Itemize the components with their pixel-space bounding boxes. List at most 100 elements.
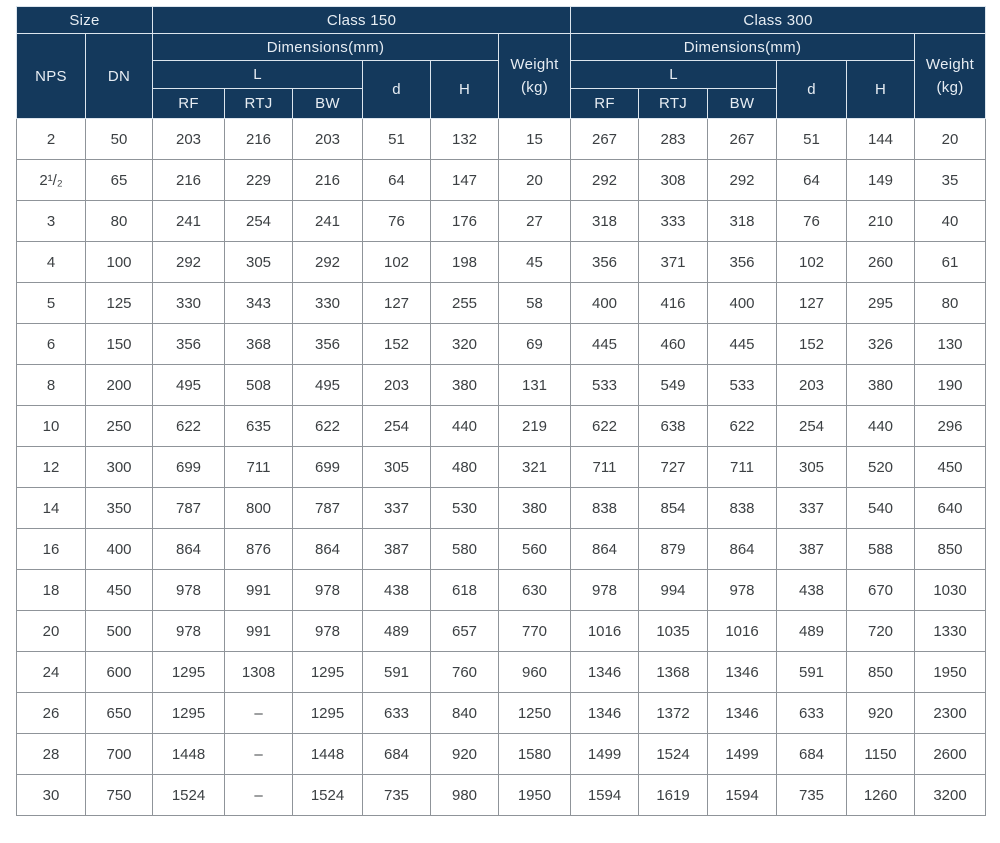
cell-c300-rf: 445 [570, 323, 640, 365]
cell-nps: 2 [16, 118, 86, 160]
cell-c300-bw: 711 [707, 446, 778, 488]
cell-c150-rtj: 305 [224, 241, 294, 283]
cell-c150-d: 591 [362, 651, 432, 693]
cell-c150-rtj: 254 [224, 200, 294, 242]
cell-c150-rf: 978 [152, 610, 226, 652]
cell-c150-d: 76 [362, 200, 432, 242]
cell-c150-d: 203 [362, 364, 432, 406]
weight-unit-label: (kg) [936, 79, 964, 96]
cell-c150-d: 387 [362, 528, 432, 570]
cell-c300-rtj: 283 [638, 118, 709, 160]
cell-c150-weight: 219 [498, 405, 572, 447]
cell-c300-d: 591 [776, 651, 848, 693]
cell-nps: 12 [16, 446, 86, 488]
cell-c300-d: 684 [776, 733, 848, 775]
cell-dn: 500 [84, 610, 154, 652]
cell-nps: 28 [16, 733, 86, 775]
header-dimensions-150: Dimensions(mm) [152, 33, 500, 61]
cell-nps: 3 [16, 200, 86, 242]
cell-c300-rtj: 1368 [638, 651, 709, 693]
cell-c150-weight: 960 [498, 651, 572, 693]
cell-c150-weight: 27 [498, 200, 572, 242]
cell-c150-d: 489 [362, 610, 432, 652]
table-row: 24 600 1295 1308 1295 591 760 960 1346 1… [16, 651, 987, 693]
cell-c150-rf: 978 [152, 569, 226, 611]
table-row: 2 50 203 216 203 51 132 15 267 283 267 5… [16, 118, 987, 160]
cell-c150-bw: 292 [292, 241, 364, 283]
cell-c300-d: 127 [776, 282, 848, 324]
cell-c150-rf: 1295 [152, 651, 226, 693]
cell-c150-d: 438 [362, 569, 432, 611]
cell-c150-rtj: – [224, 692, 294, 734]
cell-c300-bw: 1499 [707, 733, 778, 775]
cell-c300-h: 144 [846, 118, 916, 160]
cell-c150-h: 440 [430, 405, 500, 447]
cell-c150-rf: 203 [152, 118, 226, 160]
cell-dn: 65 [84, 159, 154, 201]
cell-c150-h: 480 [430, 446, 500, 488]
cell-c150-rtj: 991 [224, 569, 294, 611]
cell-c300-rf: 864 [570, 528, 640, 570]
cell-nps: 6 [16, 323, 86, 365]
cell-c300-weight: 190 [914, 364, 987, 406]
cell-dn: 750 [84, 774, 154, 816]
cell-c150-rtj: 368 [224, 323, 294, 365]
cell-c300-bw: 1594 [707, 774, 778, 816]
cell-c300-h: 440 [846, 405, 916, 447]
cell-c150-weight: 1580 [498, 733, 572, 775]
cell-c300-rf: 356 [570, 241, 640, 283]
cell-c300-d: 387 [776, 528, 848, 570]
cell-c300-rf: 622 [570, 405, 640, 447]
cell-c300-bw: 267 [707, 118, 778, 160]
cell-dn: 100 [84, 241, 154, 283]
cell-nps: 26 [16, 692, 86, 734]
header-l-300: L [570, 60, 778, 89]
cell-c300-rf: 267 [570, 118, 640, 160]
cell-c300-h: 540 [846, 487, 916, 529]
cell-c150-h: 255 [430, 282, 500, 324]
cell-c300-d: 102 [776, 241, 848, 283]
cell-c300-h: 1260 [846, 774, 916, 816]
header-row-class: Size Class 150 Class 300 [15, 6, 987, 34]
weight-unit-label: (kg) [520, 79, 549, 96]
cell-c150-d: 152 [362, 323, 432, 365]
cell-c300-rf: 1346 [570, 651, 640, 693]
cell-c150-weight: 380 [498, 487, 572, 529]
header-weight-300: Weight (kg) [914, 33, 987, 119]
cell-c300-d: 64 [776, 159, 848, 201]
cell-c300-rtj: 549 [638, 364, 709, 406]
cell-c300-weight: 640 [914, 487, 987, 529]
header-row-dimensions: NPS DN Dimensions(mm) Weight (kg) Dimens… [16, 33, 987, 119]
cell-c300-weight: 35 [914, 159, 987, 201]
cell-c300-h: 210 [846, 200, 916, 242]
cell-c150-bw: 495 [292, 364, 364, 406]
cell-c300-weight: 2300 [914, 692, 987, 734]
cell-c300-weight: 1330 [914, 610, 987, 652]
cell-nps: 10 [16, 405, 86, 447]
cell-c300-rtj: 416 [638, 282, 709, 324]
header-rtj-300: RTJ [638, 88, 709, 119]
cell-c150-rtj: 343 [224, 282, 294, 324]
cell-c300-weight: 296 [914, 405, 987, 447]
cell-c150-h: 920 [430, 733, 500, 775]
cell-dn: 125 [84, 282, 154, 324]
cell-c150-d: 305 [362, 446, 432, 488]
cell-nps: 16 [16, 528, 86, 570]
cell-c150-rf: 864 [152, 528, 226, 570]
cell-c300-d: 152 [776, 323, 848, 365]
table-row: 6 150 356 368 356 152 320 69 445 460 445… [16, 323, 987, 365]
table-row: 8 200 495 508 495 203 380 131 533 549 53… [16, 364, 987, 406]
header-h-150: H [430, 60, 500, 119]
cell-c150-rtj: 991 [224, 610, 294, 652]
cell-nps: 30 [16, 774, 86, 816]
cell-nps: 2¹/₂ [16, 159, 86, 201]
catalog-page: Size Class 150 Class 300 NPS DN Dimensio… [15, 6, 987, 816]
cell-c150-rtj: 508 [224, 364, 294, 406]
cell-c300-bw: 978 [707, 569, 778, 611]
cell-c150-bw: 787 [292, 487, 364, 529]
table-row: 14 350 787 800 787 337 530 380 838 854 8… [16, 487, 987, 529]
cell-c150-d: 254 [362, 405, 432, 447]
cell-c150-h: 840 [430, 692, 500, 734]
cell-c150-bw: 622 [292, 405, 364, 447]
cell-c300-weight: 2600 [914, 733, 987, 775]
